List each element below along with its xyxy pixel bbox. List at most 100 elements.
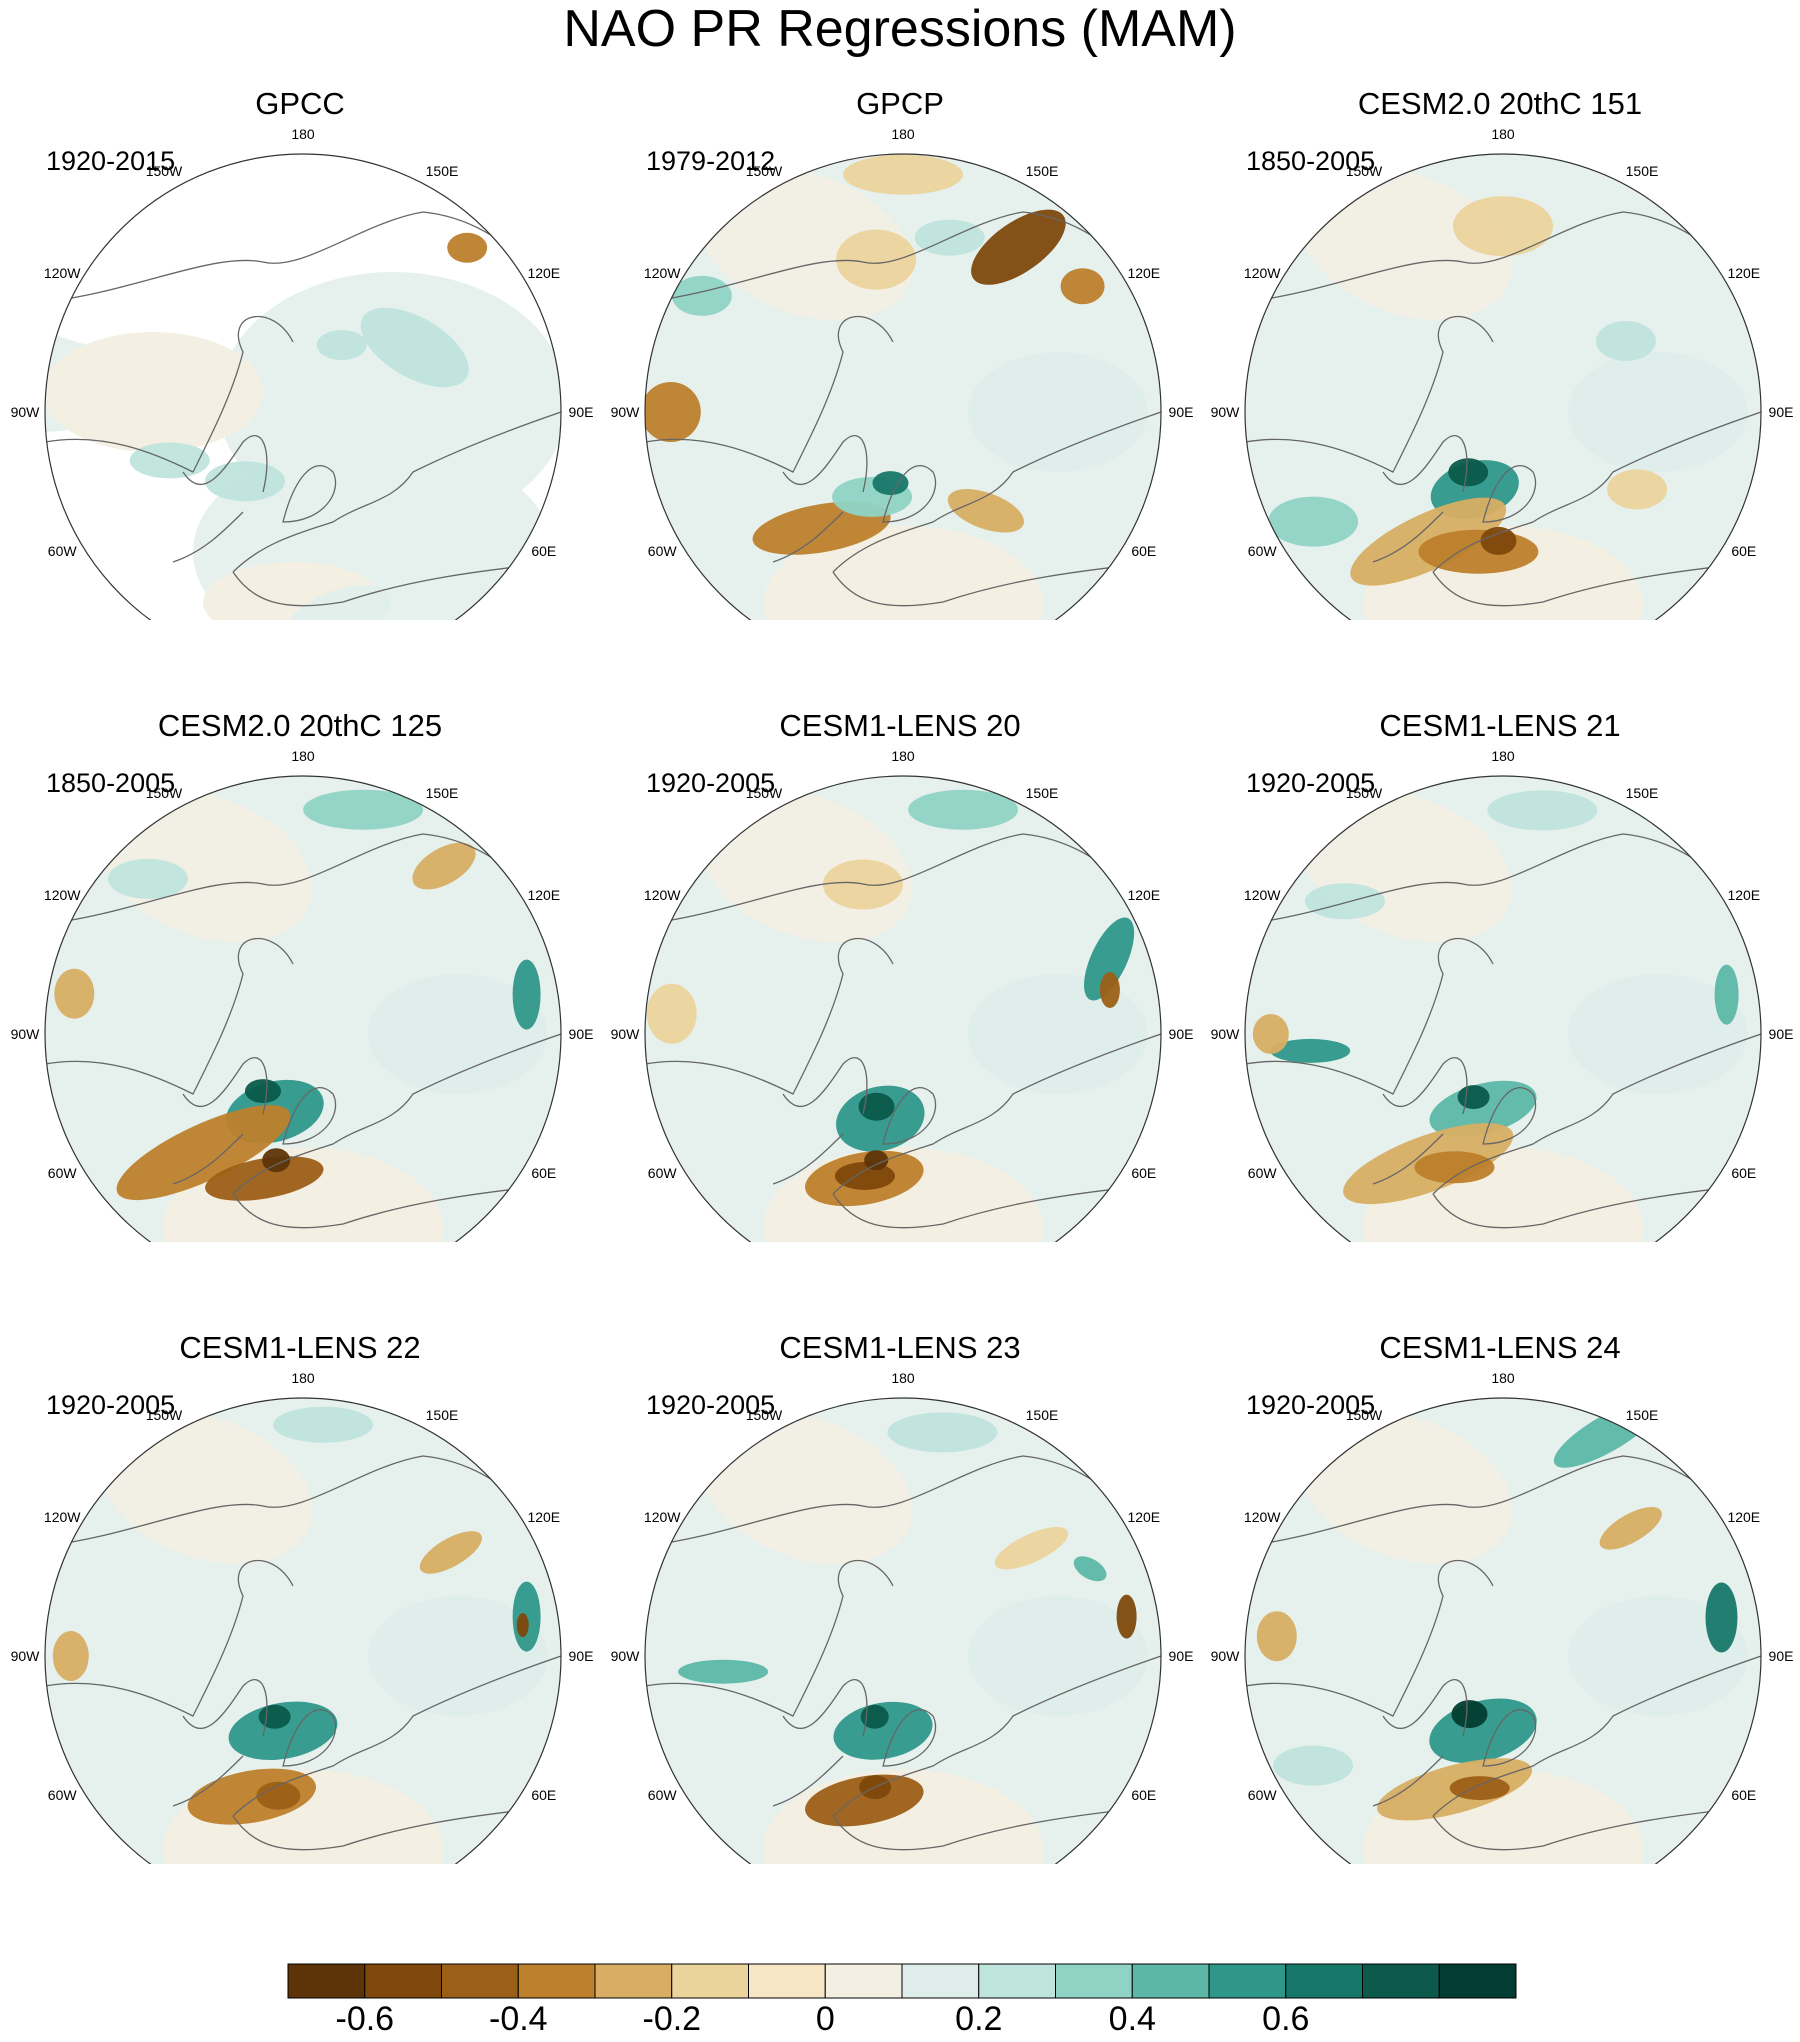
longitude-label: 90W — [11, 1026, 41, 1042]
longitude-label: 120W — [44, 1509, 81, 1525]
map-plot: 180150E120E90E60E30E030W60W90W120W150W — [611, 1370, 1194, 1864]
map-plot: 180150E120E90E60E30E030W60W90W120W150W — [11, 1370, 593, 1864]
longitude-label: 150E — [1626, 1407, 1659, 1423]
longitude-label: 150E — [1026, 1407, 1059, 1423]
longitude-label: 90W — [11, 1648, 41, 1664]
colorbar-swatch — [1362, 1963, 1440, 1999]
panel-title: CESM1-LENS 22 — [179, 1330, 421, 1365]
longitude-label: 60E — [531, 1165, 556, 1181]
colorbar-tick-label: 0.2 — [955, 2000, 1003, 2038]
longitude-label: 90E — [569, 1026, 594, 1042]
longitude-label: 60W — [648, 543, 678, 559]
longitude-label: 150E — [1626, 785, 1659, 801]
contour-field — [1245, 776, 1761, 1242]
longitude-label: 90W — [611, 1026, 641, 1042]
longitude-label: 90W — [1211, 404, 1241, 420]
longitude-label: 90E — [1169, 1026, 1194, 1042]
figure-title: NAO PR Regressions (MAM) — [563, 0, 1237, 58]
colorbar-swatch — [1208, 1963, 1287, 1999]
longitude-label: 60E — [1131, 1165, 1156, 1181]
longitude-label: 90W — [11, 404, 41, 420]
coastlines — [1245, 211, 1761, 607]
longitude-label: 150E — [426, 1407, 459, 1423]
colorbar-tick-label: 0.4 — [1108, 2000, 1156, 2038]
longitude-label: 60W — [1248, 1165, 1278, 1181]
longitude-label: 120E — [1727, 887, 1760, 903]
longitude-label: 180 — [1491, 1370, 1515, 1386]
colorbar-tick-label: -0.4 — [489, 2000, 548, 2038]
panel-title: CESM1-LENS 23 — [779, 1330, 1021, 1365]
panel-title: GPCC — [255, 86, 345, 121]
longitude-label: 90E — [1769, 1026, 1794, 1042]
map-panel: 180150E120E90E60E30E030W60W90W120W150WCE… — [1200, 1244, 1800, 1864]
longitude-label: 120W — [44, 265, 81, 281]
longitude-label: 120E — [527, 265, 560, 281]
coastlines — [645, 1455, 1161, 1851]
longitude-label: 180 — [891, 126, 915, 142]
panel-period: 1920-2015 — [46, 146, 176, 176]
longitude-label: 60E — [1131, 543, 1156, 559]
panel-title: CESM1-LENS 24 — [1379, 1330, 1621, 1365]
longitude-label: 180 — [891, 748, 915, 764]
contour-field — [45, 776, 561, 1242]
longitude-label: 150E — [426, 163, 459, 179]
longitude-label: 120W — [1244, 265, 1281, 281]
longitude-label: 60E — [531, 543, 556, 559]
colorbar-swatch — [1131, 1963, 1210, 1999]
map-boundary — [1244, 1397, 1762, 1864]
panel-period: 1979-2012 — [646, 146, 776, 176]
panel-period: 1920-2005 — [646, 1390, 776, 1420]
panel-title: CESM1-LENS 21 — [1379, 708, 1621, 743]
longitude-label: 120W — [644, 887, 681, 903]
longitude-label: 150W — [746, 785, 783, 801]
longitude-label: 90E — [1769, 1648, 1794, 1664]
longitude-label: 60W — [48, 1787, 78, 1803]
colorbar-tick-label: -0.2 — [642, 2000, 702, 2038]
longitude-label: 120W — [1244, 887, 1281, 903]
longitude-label: 120E — [1727, 265, 1760, 281]
map-panel: 180150E120E90E60E30E030W60W90W120W150WCE… — [600, 622, 1200, 1242]
contour-field — [45, 154, 561, 620]
map-panel: 180150E120E90E60E30E030W60W90W120W150WCE… — [1200, 622, 1800, 1242]
map-boundary — [44, 153, 562, 620]
map-boundary — [644, 153, 1162, 620]
colorbar-swatch — [824, 1963, 903, 1999]
colorbar-tick-label: 0.6 — [1262, 2000, 1310, 2038]
coastlines — [45, 833, 561, 1229]
longitude-label: 120W — [1244, 1509, 1281, 1525]
map-panel: 180150E120E90E60E30E030W60W90W120W150WCE… — [0, 1244, 600, 1864]
longitude-label: 150E — [426, 785, 459, 801]
longitude-label: 90E — [1169, 1648, 1194, 1664]
longitude-label: 150E — [1026, 163, 1059, 179]
longitude-label: 150W — [1346, 163, 1383, 179]
colorbar-swatch — [978, 1963, 1056, 1999]
panel-period: 1920-2005 — [646, 768, 776, 798]
longitude-label: 120E — [1127, 265, 1160, 281]
colorbar-swatch — [1055, 1963, 1133, 1999]
longitude-label: 90E — [569, 404, 594, 420]
longitude-label: 60E — [1131, 1787, 1156, 1803]
map-plot: 180150E120E90E60E30E030W60W90W120W150W — [611, 748, 1194, 1242]
longitude-label: 60E — [1731, 543, 1756, 559]
colorbar-swatch — [901, 1963, 980, 1999]
colorbar-swatch — [748, 1963, 826, 1999]
longitude-label: 60E — [1731, 1165, 1756, 1181]
longitude-label: 150W — [146, 785, 183, 801]
colorbar-swatch — [287, 1963, 366, 1999]
longitude-label: 150W — [746, 163, 783, 179]
map-boundary — [1244, 153, 1762, 620]
coastlines — [1245, 833, 1761, 1229]
longitude-label: 120E — [1727, 1509, 1760, 1525]
longitude-label: 150E — [1026, 785, 1059, 801]
longitude-label: 180 — [291, 1370, 315, 1386]
longitude-label: 180 — [291, 748, 315, 764]
coastlines — [645, 211, 1161, 607]
map-plot: 180150E120E90E60E30E030W60W90W120W150W — [1211, 748, 1794, 1242]
coastlines — [645, 833, 1161, 1229]
colorbar-swatch — [671, 1963, 749, 1999]
longitude-label: 120E — [1127, 887, 1160, 903]
longitude-label: 90E — [1169, 404, 1194, 420]
longitude-label: 120W — [644, 1509, 681, 1525]
map-panel: 180150E120E90E60E30E030W60W90W120W150WCE… — [1200, 0, 1800, 620]
